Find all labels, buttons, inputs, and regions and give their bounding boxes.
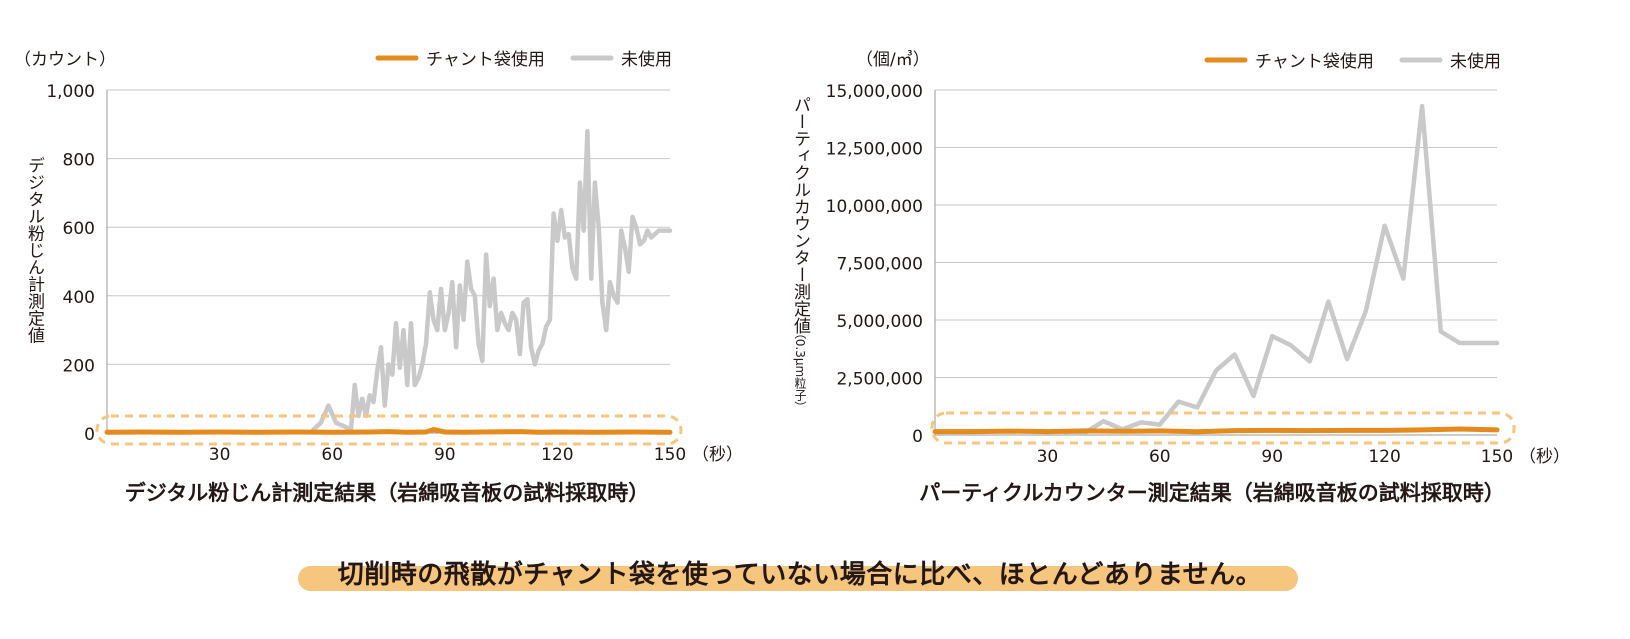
x-tick-label: 60 — [1149, 447, 1171, 467]
legend-label-unused: 未使用 — [1450, 51, 1501, 72]
dust-meter-chart: 0 200 400 600 800 1,000 30 60 90 120 150 （秒） （カウント） デ… — [14, 49, 743, 505]
x-tick-label: 150 — [1481, 447, 1513, 467]
legend-label-used: チャント袋使用 — [1255, 51, 1374, 72]
y-tick-label: 12,500,000 — [826, 140, 923, 160]
series-used-line — [104, 427, 673, 435]
y-tick-label: 0 — [84, 425, 95, 445]
y-tick-label: 10,000,000 — [826, 197, 923, 217]
highlight-outline — [930, 411, 1516, 445]
y-tick-label: 600 — [63, 219, 95, 239]
x-tick-label: 150 — [654, 445, 686, 465]
y-tick-label: 0 — [912, 427, 923, 447]
legend-label-used: チャント袋使用 — [426, 49, 545, 70]
x-tick-label: 90 — [434, 445, 456, 465]
chart-title: パーティクルカウンター測定結果（岩綿吸音板の試料採取時） — [919, 481, 1504, 505]
y-tick-label: 15,000,000 — [826, 82, 923, 102]
x-tick-label: 30 — [1037, 447, 1059, 467]
series-unused-line — [1063, 103, 1500, 435]
x-tick-label: 30 — [209, 445, 231, 465]
highlight-outline — [95, 414, 683, 446]
chart-title: デジタル粉じん計測定結果（岩綿吸音板の試料採取時） — [125, 481, 650, 505]
y-tick-label: 1,000 — [46, 82, 95, 102]
caption-highlight — [298, 566, 1298, 591]
series-used-line — [932, 426, 1500, 435]
y-tick-label: 7,500,000 — [836, 255, 923, 275]
x-unit-label: （秒） — [692, 445, 743, 465]
y-tick-label: 200 — [63, 356, 95, 376]
y-axis-label: デジタル粉じん計測定値 — [24, 156, 45, 343]
y-tick-label: 5,000,000 — [836, 312, 923, 332]
y-axis-sublabel: （0.3μm粒子） — [793, 327, 807, 413]
legend-label-unused: 未使用 — [621, 49, 672, 70]
unit-label: （カウント） — [14, 50, 116, 70]
unit-label: （個/㎥） — [856, 50, 930, 70]
x-tick-label: 90 — [1261, 447, 1283, 467]
y-tick-label: 2,500,000 — [836, 370, 923, 390]
x-tick-label: 120 — [1368, 447, 1400, 467]
particle-counter-chart: 0 2,500,000 5,000,000 7,500,000 10,000,000 12… — [790, 50, 1570, 505]
x-tick-label: 60 — [321, 445, 343, 465]
y-tick-label: 800 — [63, 151, 95, 171]
x-unit-label: （秒） — [1519, 447, 1570, 467]
series-unused-line — [311, 128, 673, 432]
conclusion-caption: 切削時の飛散がチャント袋を使っていない場合に比べ、ほとんどありません。 — [337, 560, 1263, 590]
x-tick-label: 120 — [541, 445, 573, 465]
y-tick-label: 400 — [63, 288, 95, 308]
y-axis-label: パーティクルカウンター測定値 — [790, 96, 811, 334]
